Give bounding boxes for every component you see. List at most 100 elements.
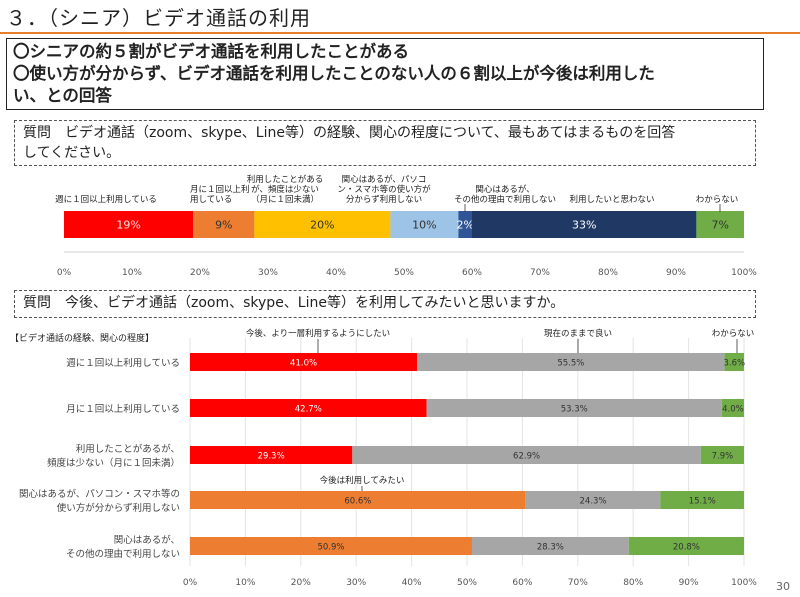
- category-label: が、頻度は少ない: [251, 184, 319, 195]
- data-label: 41.0%: [290, 359, 317, 369]
- bar-segment: [525, 491, 661, 509]
- bar-segment: [660, 491, 744, 509]
- data-label: 20%: [310, 219, 334, 232]
- category-label: 利用したいと思わない: [569, 194, 654, 205]
- category-label: その他の理由で利用しない: [66, 548, 180, 560]
- data-label: 4.0%: [722, 405, 744, 415]
- x-tick-label: 50%: [457, 578, 477, 588]
- category-label: ン・スマホ等の使い方が: [337, 184, 431, 195]
- annotation-label: 今後、より一層利用するようにしたい: [246, 328, 390, 339]
- bar-segment: [471, 537, 629, 555]
- category-label: 関心はあるが、: [475, 184, 534, 195]
- data-label: 29.3%: [258, 452, 285, 462]
- data-label: 19%: [116, 219, 140, 232]
- annotation-label: 今後は利用してみたい: [320, 475, 405, 486]
- data-label: 3.6%: [724, 359, 746, 369]
- x-tick-label: 70%: [530, 268, 550, 278]
- category-label: 利用したことがある: [247, 174, 324, 185]
- x-tick-label: 40%: [402, 578, 422, 588]
- bar-segment: [190, 353, 418, 371]
- bar-segment: [458, 211, 472, 238]
- bar-segment: [426, 399, 722, 417]
- summary-box: 〇シニアの約５割がビデオ通話を利用したことがある 〇使い方が分からず、ビデオ通話…: [6, 38, 764, 110]
- bar-segment: [352, 446, 701, 464]
- x-tick-label: 100%: [731, 268, 757, 278]
- category-label: 分からず利用しない: [346, 194, 422, 205]
- bar-segment: [254, 211, 391, 238]
- annotation-label: 現在のままで良い: [544, 328, 612, 339]
- data-label: 7%: [711, 219, 728, 232]
- bar-segment: [64, 211, 194, 238]
- bar-segment: [193, 211, 255, 238]
- data-label: 7.9%: [712, 452, 734, 462]
- x-tick-label: 100%: [731, 578, 757, 588]
- bar-segment: [696, 211, 744, 238]
- data-label: 24.3%: [580, 497, 607, 507]
- question-2-text: 質問 今後、ビデオ通話（zoom、skype、Line等）を利用してみたいと思い…: [23, 295, 565, 311]
- category-label: 使い方が分からず利用しない: [57, 502, 180, 514]
- data-label: 62.9%: [513, 452, 540, 462]
- question-1-line: 質問 ビデオ通話（zoom、skype、Line等）の経験、関心の程度について、…: [23, 125, 676, 141]
- data-label: 9%: [215, 219, 232, 232]
- x-tick-label: 30%: [258, 268, 278, 278]
- category-label: わからない: [696, 195, 739, 205]
- title-underline: [0, 32, 800, 34]
- data-label: 20.8%: [673, 543, 700, 553]
- data-label: 60.6%: [344, 497, 371, 507]
- category-label: 関心はあるが、: [114, 534, 180, 546]
- bar-segment: [417, 353, 725, 371]
- bar-segment: [724, 353, 744, 371]
- x-tick-label: 50%: [394, 268, 414, 278]
- x-tick-label: 20%: [291, 578, 311, 588]
- bar-segment: [190, 399, 427, 417]
- category-label: （月に１回未満）: [251, 194, 319, 205]
- question-1-line: してください。: [23, 145, 121, 161]
- x-tick-label: 70%: [568, 578, 588, 588]
- bar-segment: [190, 491, 526, 509]
- category-label: 週に１回以上利用している: [55, 194, 157, 205]
- bar-segment: [190, 537, 472, 555]
- data-label: 2%: [456, 219, 473, 232]
- data-label: 50.9%: [317, 543, 344, 553]
- page-number: 30: [776, 580, 790, 593]
- x-tick-label: 90%: [666, 268, 686, 278]
- category-label: 週に１回以上利用している: [66, 357, 180, 369]
- x-tick-label: 80%: [623, 578, 643, 588]
- data-label: 55.5%: [557, 359, 584, 369]
- bar-segment: [721, 399, 744, 417]
- summary-line: 〇シニアの約５割がビデオ通話を利用したことがある: [13, 42, 409, 61]
- x-tick-label: 0%: [183, 578, 198, 588]
- data-label: 28.3%: [537, 543, 564, 553]
- category-label: 頻度は少ない（月に１回未満）: [47, 457, 180, 469]
- x-tick-label: 60%: [512, 578, 532, 588]
- summary-line: 〇使い方が分からず、ビデオ通話を利用したことのない人の６割以上が今後は利用した: [13, 64, 655, 83]
- question-2-box: 質問 今後、ビデオ通話（zoom、skype、Line等）を利用してみたいと思い…: [14, 290, 756, 318]
- x-tick-label: 10%: [122, 268, 142, 278]
- x-tick-label: 30%: [346, 578, 366, 588]
- question-1-box: 質問 ビデオ通話（zoom、skype、Line等）の経験、関心の程度について、…: [14, 120, 756, 166]
- category-label: 関心はあるが、パソコ: [342, 174, 427, 185]
- x-tick-label: 80%: [598, 268, 618, 278]
- bar-segment: [190, 446, 353, 464]
- bar-segment: [390, 211, 459, 238]
- x-tick-label: 40%: [326, 268, 346, 278]
- y-axis-title: 【ビデオ通話の経験、関心の程度】: [10, 332, 154, 344]
- data-label: 15.1%: [689, 497, 716, 507]
- summary-line: い、との回答: [13, 86, 112, 105]
- category-label: 関心はあるが、パソコン・スマホ等の: [19, 488, 180, 500]
- category-label: 利用したことがあるが、: [76, 443, 180, 455]
- category-label: 月に１回以上利: [190, 184, 250, 195]
- data-label: 53.3%: [561, 405, 588, 415]
- x-tick-label: 90%: [679, 578, 699, 588]
- bar-segment: [628, 537, 744, 555]
- page-title: ３．（シニア）ビデオ通話の利用: [6, 6, 311, 30]
- data-label: 42.7%: [295, 405, 322, 415]
- bar-segment: [700, 446, 744, 464]
- x-tick-label: 20%: [190, 268, 210, 278]
- category-label: その他の理由で利用しない: [454, 194, 556, 205]
- x-tick-label: 0%: [57, 268, 72, 278]
- data-label: 33%: [572, 219, 596, 232]
- category-label: 用している: [190, 195, 232, 205]
